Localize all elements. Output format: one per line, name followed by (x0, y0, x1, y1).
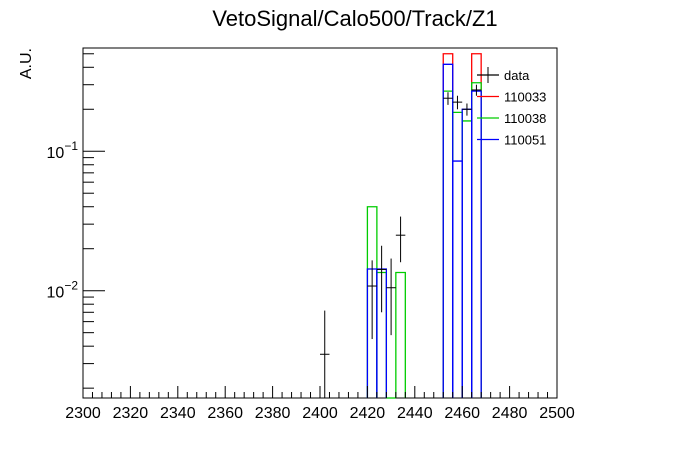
chart-title: VetoSignal/Calo500/Track/Z1 (212, 6, 497, 31)
histogram-bin-110033-1 (471, 53, 482, 398)
data-point-0 (320, 310, 330, 398)
data-point-4 (395, 216, 406, 263)
data-point-1 (367, 260, 377, 340)
data-point-8 (471, 84, 482, 96)
x-tick-label: 2340 (160, 405, 196, 422)
x-tick-label: 2420 (350, 405, 386, 422)
x-tick-label: 2440 (397, 405, 433, 422)
histogram-bin-110051-2 (442, 63, 454, 398)
data-point-5 (443, 92, 453, 105)
data-points-layer (320, 84, 482, 398)
histogram-bin-110051-3 (452, 160, 463, 398)
histogram-bin-110038-3 (395, 271, 406, 398)
legend-label: 110051 (504, 133, 546, 148)
histogram-bin-110033-0 (442, 53, 454, 398)
histogram-bin-110038-5 (452, 111, 463, 398)
x-tick-label: 2360 (207, 405, 243, 422)
axes-layer: 2300 2320 2340 2360 2380 2400 2420 2440 2460 2480… (47, 53, 575, 422)
legend-entry-110038: 110038 (477, 111, 546, 126)
legend-label: 110038 (504, 111, 546, 126)
legend-entry-110051: 110051 (477, 133, 546, 148)
plot-frame (82, 47, 558, 399)
legend-entry-data: data (477, 67, 530, 83)
x-tick-label: 2400 (302, 405, 338, 422)
histogram-bin-110038-6 (461, 120, 473, 398)
histogram-bin-110051-5 (471, 90, 482, 398)
legend-entry-110033: 110033 (477, 90, 546, 105)
x-tick-label: 2460 (444, 405, 480, 422)
x-tick-label: 2320 (113, 405, 149, 422)
x-tick-label: 2480 (492, 405, 528, 422)
legend-label: 110033 (504, 90, 546, 105)
data-point-6 (452, 95, 463, 110)
histogram-bin-110038-7 (471, 82, 482, 398)
x-tick-label: 2500 (539, 405, 575, 422)
data-point-2 (376, 245, 387, 313)
legend: data 110033 110038 110051 (477, 67, 546, 148)
legend-label: data (504, 68, 530, 83)
histogram-layer (366, 53, 482, 399)
x-tick-label: 2380 (255, 405, 291, 422)
y-tick-label: 10−2 (47, 279, 79, 302)
y-tick-label: 10−1 (47, 139, 79, 162)
x-tick-label: 2300 (65, 405, 101, 422)
histogram-bin-110038-4 (442, 90, 454, 398)
histogram-bin-110051-4 (461, 108, 473, 398)
data-point-7 (462, 103, 472, 116)
y-axis-title: A.U. (18, 48, 35, 79)
data-point-3 (386, 258, 396, 336)
